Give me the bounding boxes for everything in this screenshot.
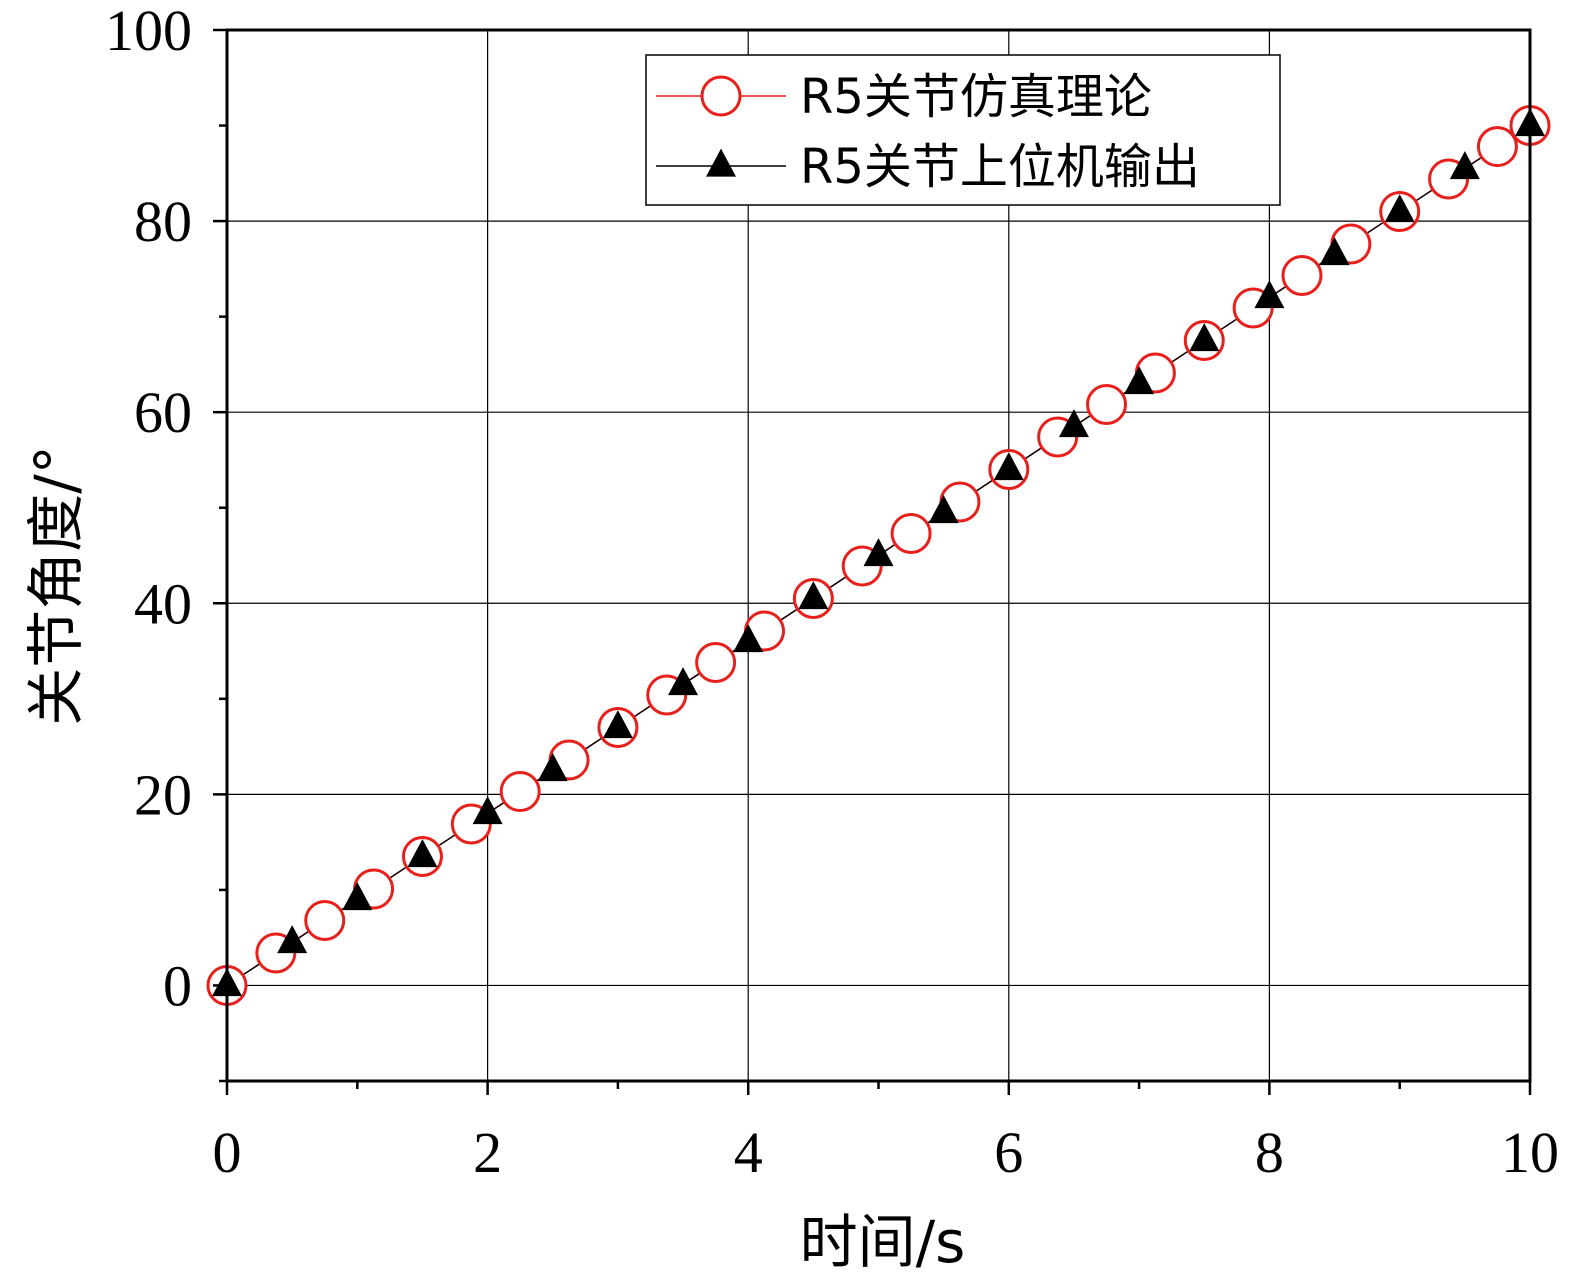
x-tick-label: 8 (1255, 1120, 1284, 1185)
data-point (798, 581, 829, 610)
data-point (1124, 366, 1155, 395)
y-axis-title: 关节角度/° (22, 445, 90, 726)
data-point (1254, 280, 1285, 309)
data-point (1189, 323, 1220, 352)
data-point (928, 495, 959, 524)
data-point (733, 624, 764, 653)
legend: R5关节仿真理论 R5关节上位机输出 (645, 54, 1281, 206)
data-point (1281, 255, 1323, 297)
y-tick-label: 60 (134, 380, 192, 445)
data-point (472, 796, 503, 825)
data-point (890, 513, 932, 555)
data-point (1384, 194, 1415, 223)
data-point (304, 899, 346, 941)
x-tick-label: 10 (1501, 1120, 1559, 1185)
data-point (695, 642, 737, 684)
x-axis-title: 时间/s (800, 1208, 966, 1276)
data-point (499, 770, 541, 812)
data-point (863, 538, 894, 567)
legend-item: R5关节上位机输出 (656, 139, 1200, 195)
data-point (668, 667, 699, 696)
data-point (1086, 384, 1128, 426)
legend-marker (706, 148, 736, 177)
plot-area (206, 105, 1551, 1006)
data-point (1319, 237, 1350, 266)
data-point (993, 452, 1024, 481)
data-point (277, 925, 308, 954)
y-tick-label: 0 (163, 953, 192, 1018)
data-point (1476, 126, 1518, 168)
legend-label: R5关节上位机输出 (800, 139, 1200, 195)
data-point (407, 839, 438, 868)
legend-label: R5关节仿真理论 (800, 69, 1152, 125)
y-tick-label: 80 (134, 189, 192, 254)
legend-item: R5关节仿真理论 (656, 69, 1152, 125)
x-tick-label: 0 (213, 1120, 242, 1185)
x-tick-label: 2 (473, 1120, 502, 1185)
x-tick-label: 4 (734, 1120, 763, 1185)
legend-box (645, 54, 1281, 206)
legend-marker (700, 75, 742, 117)
y-tick-label: 40 (134, 571, 192, 636)
x-tick-label: 6 (994, 1120, 1023, 1185)
data-point (1449, 151, 1480, 180)
data-point (602, 710, 633, 739)
data-point (1058, 409, 1089, 438)
data-point (537, 753, 568, 782)
y-tick-label: 20 (134, 762, 192, 827)
data-point (342, 882, 373, 911)
y-tick-label: 100 (105, 0, 192, 63)
